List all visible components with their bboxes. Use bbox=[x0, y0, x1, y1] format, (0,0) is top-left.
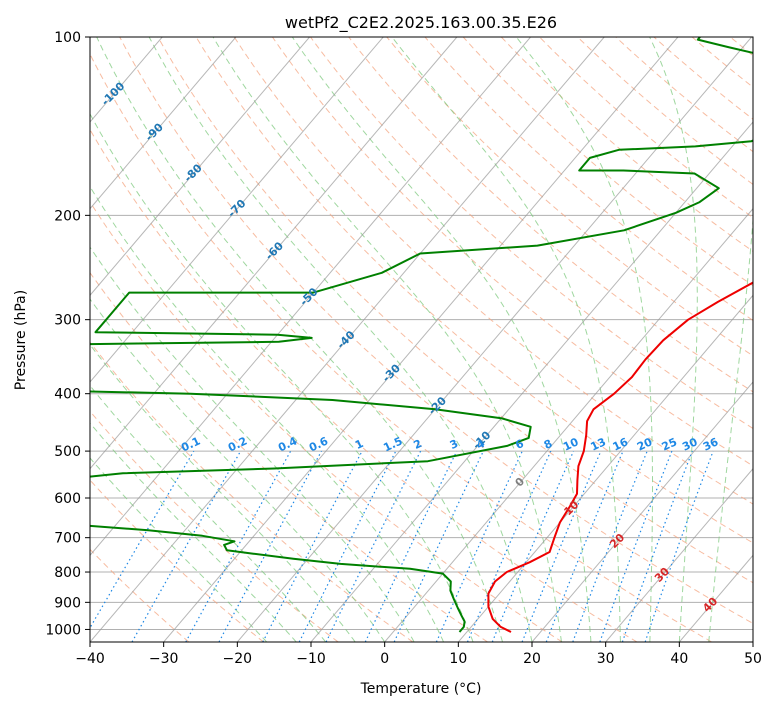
x-tick-label: 10 bbox=[449, 651, 467, 667]
dry-adiabat-line bbox=[271, 37, 753, 467]
y-axis-label: Pressure (hPa) bbox=[13, 290, 29, 390]
moist-adiabat-line bbox=[649, 37, 698, 642]
dry-adiabat-line bbox=[310, 37, 753, 430]
mixing-ratio-line bbox=[325, 450, 422, 642]
y-tick-label: 300 bbox=[54, 313, 81, 329]
dry-adiabat-line bbox=[157, 37, 753, 584]
moist-adiabat-line bbox=[391, 37, 621, 642]
x-axis-label: Temperature (°C) bbox=[360, 681, 482, 697]
mixing-ratio-label: 30 bbox=[680, 435, 700, 453]
isotherm-line bbox=[90, 37, 531, 557]
dry-adiabat-line bbox=[90, 201, 563, 642]
x-tick-label: −10 bbox=[296, 651, 326, 667]
x-tick-label: 0 bbox=[380, 651, 389, 667]
x-tick-label: 40 bbox=[670, 651, 688, 667]
y-tick-label: 700 bbox=[54, 531, 81, 547]
dry-adiabat-line bbox=[348, 37, 753, 393]
moist-adiabat-line bbox=[291, 37, 592, 642]
y-tick-label: 400 bbox=[54, 387, 81, 403]
mixing-ratio-label: 13 bbox=[589, 435, 608, 453]
x-tick-label: −20 bbox=[223, 651, 253, 667]
moist-adiabat-line bbox=[708, 213, 753, 642]
isotherm-line bbox=[605, 467, 753, 642]
moist-adiabat-line bbox=[212, 37, 562, 642]
moist-adiabat-line bbox=[90, 343, 356, 642]
dry-adiabat-line bbox=[90, 271, 488, 642]
plot-frame bbox=[89, 36, 754, 643]
dewpoint-profile-line bbox=[90, 37, 753, 633]
mixing-ratio-line bbox=[364, 450, 458, 642]
moist-adiabat-line bbox=[90, 384, 327, 642]
axis-ticks: −40 −30 −20 −10 0 10 20 30 40 50 100 200 300 400 500 60… bbox=[45, 30, 762, 667]
y-tick-label: 600 bbox=[54, 491, 81, 507]
moist-adiabat-line bbox=[515, 37, 653, 642]
mixing-ratio-label: 36 bbox=[701, 435, 721, 453]
sounding-series bbox=[90, 37, 753, 633]
mixing-ratio-label: 25 bbox=[660, 435, 679, 453]
x-tick-label: −40 bbox=[75, 651, 105, 667]
dry-adiabat-line bbox=[119, 37, 753, 624]
x-tick-label: −30 bbox=[149, 651, 179, 667]
temperature-profile-line bbox=[487, 281, 753, 633]
moist-adiabat-line bbox=[90, 185, 445, 642]
moist-adiabat-line bbox=[90, 298, 386, 642]
dry-adiabat-line bbox=[90, 479, 264, 642]
isotherms bbox=[90, 37, 753, 642]
mixing-ratio-label: 16 bbox=[611, 435, 631, 453]
isotherm-line bbox=[90, 37, 237, 210]
isotherm-line bbox=[90, 37, 384, 383]
moist-adiabat-line bbox=[148, 37, 533, 642]
y-tick-label: 500 bbox=[54, 444, 81, 460]
mixing-ratio-label: 10 bbox=[561, 435, 581, 453]
isotherm-line bbox=[163, 37, 679, 642]
mixing-ratio-line bbox=[393, 450, 484, 642]
chart-title: wetPf2_C2E2.2025.163.00.35.E26 bbox=[285, 13, 557, 33]
dry-adiabat-line bbox=[90, 548, 190, 642]
dry-adiabat-line bbox=[90, 128, 638, 642]
y-tick-label: 1000 bbox=[45, 622, 81, 638]
mixing-ratio-line bbox=[545, 450, 624, 642]
dry-adiabat-line bbox=[462, 37, 753, 287]
mixing-ratio-line bbox=[572, 450, 648, 642]
isotherm-line bbox=[310, 121, 753, 642]
x-tick-label: 30 bbox=[597, 651, 615, 667]
mixing-ratio-line bbox=[218, 450, 323, 642]
mixing-ratio-lines bbox=[90, 450, 714, 642]
mixing-ratio-line bbox=[90, 450, 195, 630]
isotherm-line bbox=[90, 37, 458, 470]
y-tick-label: 800 bbox=[54, 565, 81, 581]
mixing-ratio-line bbox=[131, 450, 242, 642]
x-tick-label: 50 bbox=[744, 651, 762, 667]
isotherm-line bbox=[531, 381, 753, 642]
moist-adiabat-line bbox=[90, 246, 415, 642]
y-tick-label: 100 bbox=[54, 30, 81, 46]
moist-adiabat-line bbox=[90, 112, 474, 642]
x-tick-label: 20 bbox=[523, 651, 541, 667]
moist-adiabat-line bbox=[90, 422, 297, 642]
isotherm-line bbox=[236, 37, 752, 642]
isotherm-line bbox=[457, 294, 753, 642]
mixing-ratio-label: 20 bbox=[635, 435, 655, 453]
isotherm-line bbox=[384, 207, 753, 642]
isotherm-line bbox=[90, 37, 605, 642]
y-tick-label: 900 bbox=[54, 595, 81, 611]
dry-adiabat-line bbox=[233, 37, 753, 505]
y-tick-label: 200 bbox=[54, 208, 81, 224]
isotherm-line bbox=[90, 37, 310, 297]
